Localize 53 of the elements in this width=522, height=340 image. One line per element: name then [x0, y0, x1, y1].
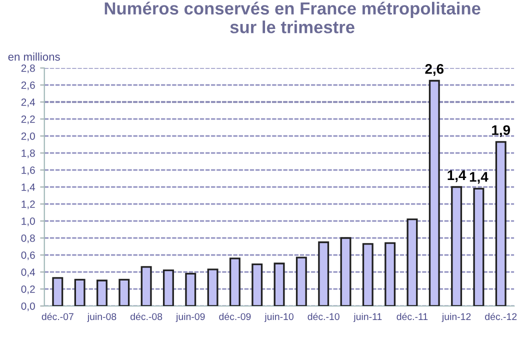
bar	[185, 272, 196, 306]
x-tick-label: déc.-12	[485, 312, 517, 320]
y-tick-label: 2,8	[21, 64, 35, 74]
bar	[384, 242, 396, 306]
bar	[207, 268, 218, 306]
data-label: 2,6	[425, 64, 444, 76]
bar	[318, 241, 330, 306]
bar	[362, 243, 374, 306]
y-tick-label: 2,6	[21, 82, 35, 90]
bar	[229, 258, 240, 306]
bar	[162, 269, 174, 306]
bar	[296, 256, 307, 306]
bar	[140, 266, 152, 306]
y-tick-label: 2,4	[21, 98, 36, 108]
x-tick-label: juin-10	[264, 312, 294, 322]
bar	[274, 262, 285, 306]
y-axis-title: en millions	[8, 52, 60, 61]
bar	[74, 278, 86, 306]
bar	[118, 278, 130, 306]
data-label: 1,4	[470, 172, 488, 184]
bar	[252, 264, 263, 306]
bar	[451, 186, 462, 306]
x-tick-label: déc.-11	[396, 312, 428, 320]
bar	[495, 141, 506, 306]
bar	[406, 218, 418, 306]
y-tick-label: 1,4	[22, 184, 36, 192]
y-tick-label: 1,8	[22, 150, 35, 158]
y-tick-label: 0,4	[21, 268, 36, 278]
bar	[428, 80, 440, 306]
y-tick-label: 0,6	[21, 252, 35, 260]
x-tick-label: déc.-09	[219, 312, 251, 320]
x-tick-label: juin-12	[442, 312, 471, 322]
bar	[96, 280, 108, 306]
y-tick-label: 0,8	[21, 234, 35, 244]
y-tick-label: 1,6	[22, 166, 35, 176]
x-tick-label: juin-08	[87, 312, 116, 322]
x-tick-label: juin-09	[176, 312, 205, 322]
data-label: 1,4	[448, 170, 466, 182]
bar	[52, 277, 64, 306]
x-tick-label: déc.-07	[42, 312, 74, 320]
y-tick-label: 2,2	[21, 116, 35, 124]
bar	[473, 188, 484, 306]
x-tick-label: juin-11	[353, 312, 382, 322]
bar	[340, 237, 352, 306]
y-tick-label: 1,0	[22, 218, 35, 226]
y-tick-label: 0,0	[21, 302, 35, 312]
x-tick-label: déc.-10	[308, 312, 340, 320]
data-label: 1,9	[492, 125, 510, 138]
y-tick-label: 1,2	[22, 200, 35, 210]
x-tick-label: déc.-08	[130, 312, 162, 320]
y-tick-label: 2,0	[21, 132, 35, 142]
chart-title: Numéros conservés en France métropolitaine sur le trimestre	[104, 2, 480, 34]
y-tick-label: 0,2	[21, 286, 35, 294]
